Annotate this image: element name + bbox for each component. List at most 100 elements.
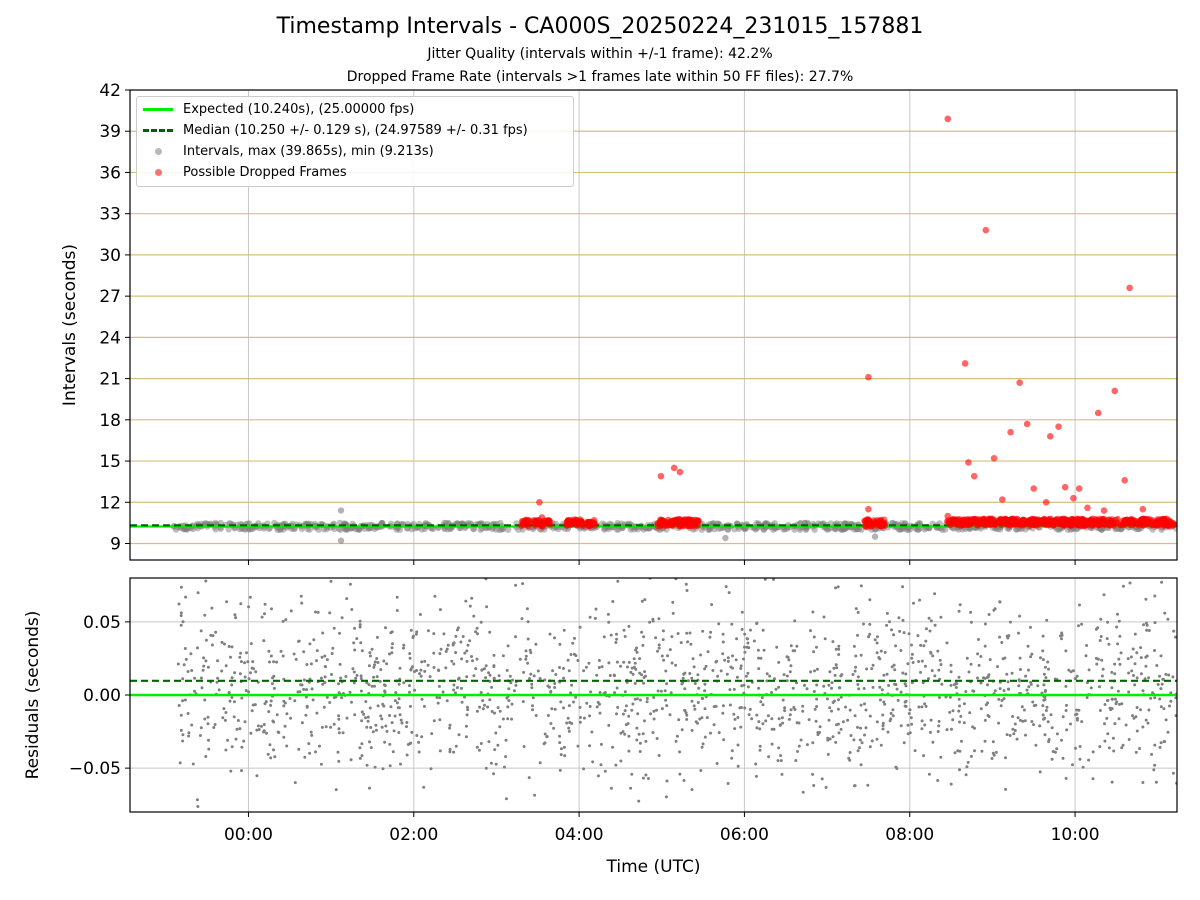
residual-point bbox=[1153, 594, 1157, 598]
residual-point bbox=[1134, 750, 1138, 754]
dropped-frame-point bbox=[1111, 387, 1119, 395]
residual-point bbox=[1084, 654, 1088, 658]
residual-point bbox=[987, 715, 991, 718]
bottom-xtick-label: 04:00 bbox=[555, 825, 604, 845]
residual-point bbox=[1103, 722, 1106, 726]
residual-point bbox=[823, 637, 827, 641]
residual-point bbox=[964, 773, 968, 777]
residual-point bbox=[380, 717, 384, 721]
residual-point bbox=[896, 698, 900, 702]
residual-point bbox=[627, 660, 631, 664]
residual-point bbox=[226, 738, 229, 742]
residual-point bbox=[302, 650, 306, 654]
residual-point bbox=[945, 641, 949, 645]
residual-point bbox=[470, 596, 474, 600]
residual-point bbox=[344, 675, 348, 678]
residual-point bbox=[635, 726, 639, 730]
residual-point bbox=[757, 720, 761, 724]
residual-point bbox=[643, 719, 646, 723]
residual-point bbox=[468, 639, 472, 643]
residual-point bbox=[770, 717, 774, 721]
residual-point bbox=[229, 769, 233, 773]
residual-point bbox=[373, 660, 377, 664]
residual-point bbox=[181, 620, 185, 624]
residual-point bbox=[337, 727, 341, 731]
residual-point bbox=[507, 687, 511, 691]
residual-point bbox=[531, 708, 535, 712]
residual-point bbox=[369, 726, 373, 729]
residual-point bbox=[885, 611, 889, 615]
residual-point bbox=[199, 676, 203, 680]
residual-point bbox=[204, 579, 208, 583]
residual-point bbox=[826, 738, 830, 742]
legend-label-expected: Expected (10.240s), (25.00000 fps) bbox=[183, 101, 415, 117]
residual-point bbox=[395, 701, 399, 705]
residual-point bbox=[852, 644, 856, 648]
residual-point bbox=[1139, 646, 1143, 650]
dropped-frame-point bbox=[1030, 485, 1038, 492]
residual-point bbox=[1071, 669, 1075, 673]
residual-point bbox=[791, 649, 795, 653]
residual-point bbox=[1050, 726, 1054, 730]
residual-point bbox=[960, 739, 963, 743]
residual-point bbox=[986, 675, 989, 679]
residual-point bbox=[308, 751, 312, 755]
residual-point bbox=[778, 723, 782, 727]
residual-point bbox=[268, 743, 272, 747]
residual-point bbox=[312, 638, 316, 642]
residual-point bbox=[664, 669, 668, 673]
residual-point bbox=[454, 634, 458, 638]
residual-point bbox=[600, 665, 604, 669]
residual-point bbox=[212, 726, 216, 729]
residual-point bbox=[599, 742, 603, 746]
residual-point bbox=[765, 672, 769, 676]
residual-point bbox=[304, 713, 308, 717]
residual-point bbox=[902, 631, 906, 635]
residual-point bbox=[897, 616, 901, 620]
residual-point bbox=[619, 664, 623, 668]
residual-point bbox=[239, 602, 243, 606]
residual-point bbox=[906, 723, 910, 727]
residual-point bbox=[758, 744, 762, 748]
residual-point bbox=[328, 611, 332, 615]
residual-point bbox=[383, 684, 387, 687]
residual-point bbox=[1118, 662, 1122, 666]
residual-point bbox=[899, 690, 903, 694]
residual-point bbox=[1038, 770, 1042, 774]
residual-point bbox=[468, 604, 472, 608]
residual-point bbox=[1029, 682, 1033, 686]
residual-point bbox=[375, 635, 379, 639]
residual-point bbox=[372, 675, 376, 679]
residual-point bbox=[179, 728, 183, 732]
dropped-frame-point bbox=[981, 519, 988, 527]
residual-point bbox=[920, 727, 924, 731]
residual-point bbox=[1110, 707, 1114, 711]
residual-point bbox=[745, 645, 749, 649]
residual-point bbox=[1029, 625, 1032, 629]
residual-point bbox=[1089, 686, 1093, 690]
residual-point bbox=[562, 667, 565, 670]
residual-point bbox=[735, 675, 739, 679]
residual-point bbox=[936, 779, 940, 782]
residual-point bbox=[450, 659, 454, 663]
residual-point bbox=[818, 725, 822, 729]
residual-point bbox=[1113, 662, 1117, 666]
residual-point bbox=[929, 650, 933, 654]
residual-point bbox=[1043, 698, 1047, 701]
bottom-xtick-label: 00:00 bbox=[224, 825, 273, 845]
dropped-frame-point bbox=[563, 522, 570, 529]
residual-point bbox=[383, 740, 387, 744]
residual-point bbox=[652, 709, 656, 713]
residual-point bbox=[511, 678, 514, 682]
residual-point bbox=[368, 740, 371, 744]
residual-point bbox=[880, 688, 884, 692]
residual-point bbox=[229, 655, 232, 659]
residual-point bbox=[1034, 743, 1038, 747]
residual-point bbox=[789, 664, 793, 668]
residual-point bbox=[1159, 741, 1163, 745]
residual-point bbox=[983, 718, 987, 722]
dropped-frame-point bbox=[1157, 516, 1164, 523]
residual-point bbox=[772, 578, 775, 581]
bottom-ytick-label: −0.05 bbox=[69, 759, 121, 779]
residual-point bbox=[860, 741, 864, 745]
